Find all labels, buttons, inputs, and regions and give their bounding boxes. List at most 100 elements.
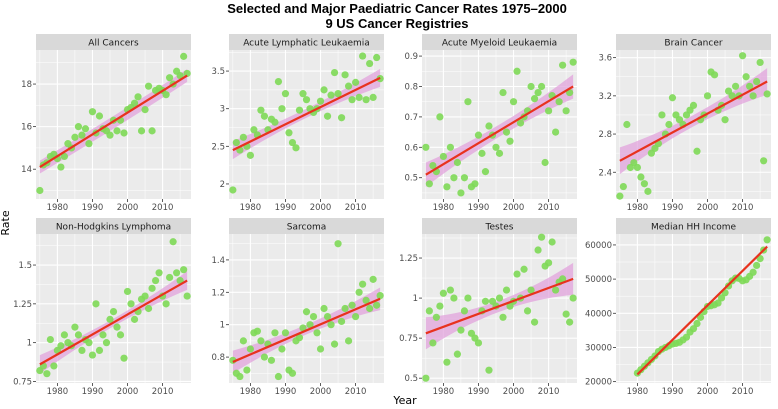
data-point	[738, 52, 747, 60]
y-tick-label: 0.75	[399, 334, 418, 344]
x-tick-label: 2010	[345, 203, 367, 213]
y-tick-label: 1	[413, 294, 418, 304]
facet-strip	[616, 34, 771, 50]
data-point	[422, 143, 430, 151]
data-point	[88, 108, 97, 116]
data-point	[619, 182, 627, 191]
x-tick-label: 2000	[503, 387, 525, 397]
data-point	[728, 92, 736, 100]
data-point	[285, 129, 293, 137]
data-point	[450, 294, 458, 302]
facet-strip-title: Acute Lymphatic Leukaemia	[243, 39, 370, 49]
data-point	[668, 94, 677, 102]
data-point	[334, 90, 342, 98]
data-point	[509, 98, 518, 106]
data-point	[474, 339, 483, 347]
data-point	[693, 319, 701, 328]
data-point	[355, 93, 363, 102]
facet-strip	[616, 218, 771, 234]
data-point	[749, 268, 757, 276]
data-point	[348, 301, 356, 309]
data-point	[281, 329, 290, 337]
y-tick-label: 1.25	[399, 254, 418, 264]
data-point	[180, 52, 188, 60]
data-point	[155, 269, 163, 277]
data-point	[106, 131, 114, 139]
data-point	[120, 354, 128, 362]
data-point	[288, 138, 297, 147]
data-point	[274, 372, 283, 381]
y-tick-label: 0.6	[404, 143, 418, 153]
y-tick-label: 1	[27, 339, 32, 349]
data-point	[355, 288, 363, 296]
y-tick-label: 3.6	[598, 54, 612, 64]
data-point	[520, 265, 528, 273]
data-point	[229, 186, 237, 194]
data-point	[85, 339, 93, 347]
x-tick-label: 1990	[275, 387, 297, 397]
data-point	[43, 370, 51, 378]
data-point	[742, 73, 750, 81]
facet-panel: Acute Myeloid Leukaemia 1980 1990 2000 2010 0…	[404, 34, 577, 213]
data-point	[316, 97, 325, 105]
data-point	[689, 325, 698, 333]
y-tick-label: 60000	[585, 241, 612, 251]
data-point	[446, 143, 455, 151]
data-point	[366, 59, 374, 68]
facet-strip	[36, 218, 191, 234]
y-axis-title: Rate	[0, 210, 12, 235]
data-point	[274, 78, 283, 86]
y-tick-label: 40000	[585, 309, 612, 319]
data-point	[71, 323, 79, 331]
facet-strip	[36, 34, 191, 50]
regression-line	[39, 279, 188, 366]
data-point	[481, 297, 490, 305]
data-point	[60, 152, 69, 161]
x-tick-label: 2000	[310, 203, 332, 213]
data-point	[457, 326, 465, 334]
x-tick-label: 2000	[697, 387, 719, 397]
data-point	[330, 340, 339, 348]
x-tick-label: 1990	[82, 387, 104, 397]
facet-strip-title: Non-Hodgkins Lymphoma	[56, 223, 171, 233]
data-point	[267, 356, 276, 364]
data-point	[544, 107, 553, 115]
data-point	[141, 106, 149, 114]
data-point	[760, 157, 768, 165]
data-point	[714, 299, 722, 307]
data-point	[453, 350, 462, 358]
data-point	[151, 276, 160, 285]
data-point	[566, 318, 574, 326]
data-point	[281, 90, 290, 98]
data-point	[703, 92, 712, 100]
facet-panel: All Cancers 1980 1990 2000 2010 14 16 18	[21, 34, 191, 213]
y-tick-label: 50000	[585, 275, 612, 285]
y-tick-label: 0.9	[404, 52, 418, 62]
data-point	[749, 92, 757, 100]
x-tick-label: 1990	[468, 203, 490, 213]
data-point	[344, 82, 353, 90]
data-point	[330, 68, 339, 77]
data-point	[425, 180, 433, 188]
data-point	[534, 246, 542, 254]
facet-strip-title: Brain Cancer	[664, 39, 722, 49]
facet-panel: Sarcoma 1980 1990 2000 2010 0.8 1 1.2 1.4	[211, 218, 384, 397]
data-point	[88, 351, 97, 359]
data-point	[499, 88, 507, 97]
x-tick-label: 2000	[117, 387, 139, 397]
data-point	[246, 345, 254, 353]
data-point	[180, 266, 188, 274]
y-tick-label: 1.25	[13, 300, 32, 310]
data-point	[552, 128, 560, 136]
data-point	[523, 307, 532, 315]
data-point	[544, 259, 553, 267]
x-tick-label: 1980	[627, 203, 649, 213]
x-tick-label: 2010	[538, 387, 560, 397]
data-point	[50, 362, 58, 370]
data-point	[57, 342, 65, 350]
data-point	[341, 71, 349, 79]
data-point	[763, 90, 771, 98]
data-point	[717, 294, 726, 302]
panel-background	[229, 50, 384, 199]
y-tick-label: 1.4	[211, 256, 225, 266]
